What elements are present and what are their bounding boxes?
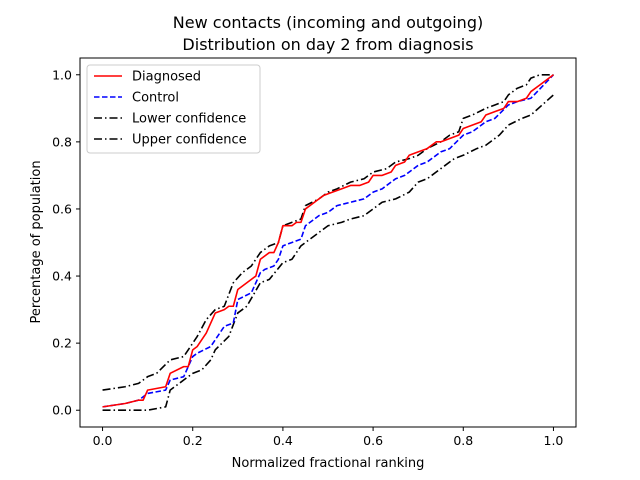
x-tick-label: 0.4 (273, 433, 293, 448)
plot-series-group (102, 73, 555, 412)
x-tick-label: 0.6 (363, 433, 383, 448)
series-line-lower-confidence (102, 94, 554, 412)
x-tick-label: 0.8 (453, 433, 473, 448)
x-tick-label: 0.2 (183, 433, 203, 448)
chart-title-line-1: New contacts (incoming and outgoing) (173, 13, 483, 32)
y-tick-label: 0.6 (52, 201, 72, 216)
legend-label-upper-confidence: Upper confidence (132, 133, 247, 148)
legend-box (86, 64, 261, 154)
y-tick-label: 1.0 (52, 67, 72, 82)
x-axis-label: Normalized fractional ranking (232, 456, 425, 471)
y-tick-label: 0.4 (52, 269, 72, 284)
y-tick-label: 0.8 (52, 134, 72, 149)
x-axis-ticks: 0.0 0.2 0.4 0.6 0.8 1.0 (93, 427, 564, 448)
legend-label-control: Control (132, 91, 179, 106)
chart-title-line-2: Distribution on day 2 from diagnosis (182, 35, 473, 54)
plot-frame (79, 57, 577, 428)
legend-label-lower-confidence: Lower confidence (132, 112, 246, 127)
series-line-diagnosed (102, 74, 554, 408)
legend: Diagnosed Control Lower confidence Upper co… (86, 64, 261, 154)
series-line-control (102, 74, 555, 408)
x-tick-label: 1.0 (544, 433, 564, 448)
series-line-upper-confidence (102, 73, 554, 391)
x-tick-label: 0.0 (93, 433, 113, 448)
y-tick-label: 0.0 (52, 403, 72, 418)
y-tick-label: 0.2 (52, 336, 72, 351)
y-axis-ticks: 0.0 0.2 0.4 0.6 0.8 1.0 (52, 67, 80, 418)
y-axis-label: Percentage of population (29, 160, 44, 323)
legend-label-diagnosed: Diagnosed (132, 70, 201, 85)
